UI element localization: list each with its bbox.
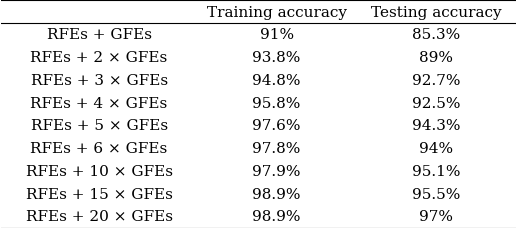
Text: 94%: 94% (419, 142, 453, 155)
Text: RFEs + GFEs: RFEs + GFEs (47, 28, 152, 42)
Text: 95.8%: 95.8% (252, 96, 301, 110)
Text: 94.3%: 94.3% (412, 119, 460, 133)
Text: Training accuracy: Training accuracy (206, 6, 346, 20)
Text: 98.9%: 98.9% (252, 209, 301, 223)
Text: RFEs + 2 × GFEs: RFEs + 2 × GFEs (31, 51, 168, 65)
Text: RFEs + 20 × GFEs: RFEs + 20 × GFEs (25, 209, 173, 223)
Text: 95.5%: 95.5% (412, 187, 460, 201)
Text: 93.8%: 93.8% (252, 51, 301, 65)
Text: 91%: 91% (259, 28, 294, 42)
Text: RFEs + 15 × GFEs: RFEs + 15 × GFEs (25, 187, 173, 201)
Text: 97%: 97% (419, 209, 453, 223)
Text: 92.5%: 92.5% (412, 96, 460, 110)
Text: RFEs + 10 × GFEs: RFEs + 10 × GFEs (25, 164, 173, 178)
Text: RFEs + 6 × GFEs: RFEs + 6 × GFEs (31, 142, 168, 155)
Text: 85.3%: 85.3% (412, 28, 460, 42)
Text: 92.7%: 92.7% (412, 74, 460, 87)
Text: RFEs + 4 × GFEs: RFEs + 4 × GFEs (31, 96, 168, 110)
Text: 97.8%: 97.8% (252, 142, 301, 155)
Text: 98.9%: 98.9% (252, 187, 301, 201)
Text: 89%: 89% (419, 51, 453, 65)
Text: Testing accuracy: Testing accuracy (371, 6, 501, 20)
Text: RFEs + 3 × GFEs: RFEs + 3 × GFEs (31, 74, 167, 87)
Text: RFEs + 5 × GFEs: RFEs + 5 × GFEs (31, 119, 167, 133)
Text: 95.1%: 95.1% (412, 164, 460, 178)
Text: 94.8%: 94.8% (252, 74, 301, 87)
Text: 97.9%: 97.9% (252, 164, 301, 178)
Text: 97.6%: 97.6% (252, 119, 301, 133)
